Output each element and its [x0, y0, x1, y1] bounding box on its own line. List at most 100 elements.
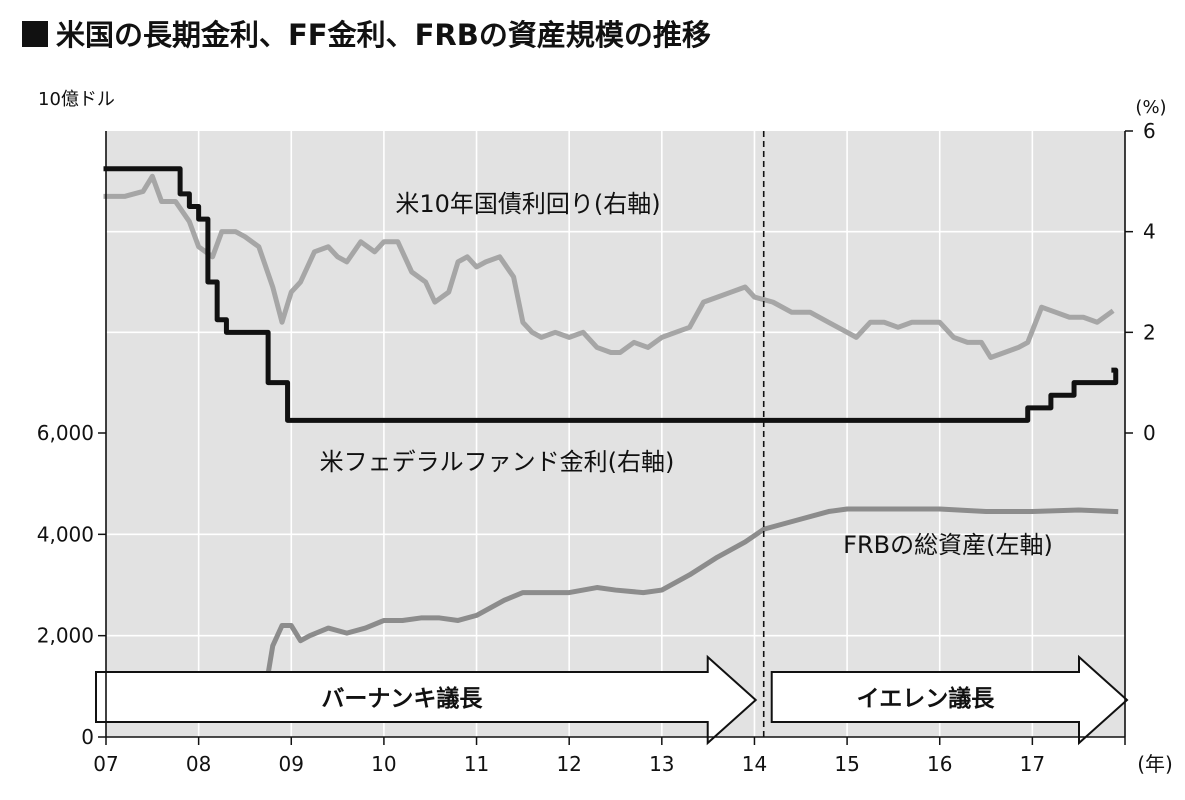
series-point [730, 291, 732, 293]
series-point [615, 589, 616, 591]
series-point [716, 556, 718, 558]
series-point [457, 619, 459, 621]
x-tick-label: 08 [186, 752, 211, 776]
series-point [198, 218, 200, 220]
series-point [476, 614, 478, 616]
series-point [434, 301, 436, 303]
series-point [513, 276, 515, 278]
series-point [568, 592, 570, 594]
series-point [1027, 341, 1029, 343]
series-point [828, 511, 830, 513]
series-point [466, 256, 468, 258]
x-tick-label: 13 [649, 752, 674, 776]
series-point [425, 281, 427, 283]
series-point [300, 281, 302, 283]
series-point [753, 296, 755, 298]
series-point [151, 175, 153, 177]
series-point [174, 200, 176, 202]
series-point [953, 336, 955, 338]
period-arrows: バーナンキ議長 イエレン議長 [95, 654, 1129, 746]
series-label: 米10年国債利回り(右軸) [395, 190, 660, 218]
series-point [716, 296, 718, 298]
series-point [207, 281, 209, 283]
series-point [1078, 509, 1080, 511]
series-point [596, 587, 598, 589]
series-point [800, 518, 802, 520]
x-tick-label: 12 [556, 752, 581, 776]
series-point [287, 419, 289, 421]
series-point [401, 619, 403, 621]
series-point [313, 251, 315, 253]
series-label: FRBの総資産(左軸) [843, 531, 1053, 559]
series-point [846, 508, 848, 510]
series-point [327, 246, 329, 248]
series-point [1050, 394, 1052, 396]
series-point [675, 331, 677, 333]
series-point [258, 246, 260, 248]
series-point [911, 321, 913, 323]
series-point [554, 331, 556, 333]
series-point [522, 592, 524, 594]
series-point [499, 256, 501, 258]
chart-title: 米国の長期金利、FF金利、FRBの資産規模の推移 [22, 12, 711, 54]
series-point [225, 331, 227, 333]
series-point [309, 635, 311, 637]
series-point [689, 326, 691, 328]
series-point [703, 301, 705, 303]
x-tick-label: 16 [927, 752, 952, 776]
series-point [925, 321, 927, 323]
series-point [188, 206, 190, 207]
series-point [272, 286, 274, 288]
series-point [383, 241, 385, 243]
series-point [476, 266, 478, 268]
series-layer [103, 166, 1119, 695]
series-point [198, 246, 200, 248]
series-point [360, 241, 362, 243]
period-label: バーナンキ議長 [321, 685, 483, 712]
series-point [661, 589, 663, 591]
series-point [791, 311, 793, 313]
series-point [596, 346, 598, 348]
series-point [1115, 369, 1117, 371]
right-tick-label: 2 [1143, 320, 1156, 344]
left-axis-unit: 10億ドル [38, 89, 115, 110]
period-arrow [770, 654, 1129, 746]
series-point [980, 341, 982, 343]
series-point [846, 331, 848, 333]
series-point [809, 311, 811, 313]
series-point [967, 341, 969, 343]
series-point [540, 336, 542, 338]
series-point [142, 190, 144, 192]
series-point [188, 221, 190, 223]
axis-labels: 07 08 09 10 11 12 13 14 15 16 17 (年) 0 2 4 6(%) 0 2,000 4,… [37, 89, 1173, 776]
series-point [438, 617, 440, 619]
series-point [212, 256, 214, 258]
left-tick-label: 2,000 [37, 624, 94, 648]
series-point [939, 321, 941, 323]
series-point [267, 382, 269, 384]
series-point [281, 625, 283, 627]
series-point [633, 341, 635, 343]
series-label: 米フェデラルファンド金利(右軸) [320, 448, 675, 476]
series-point [619, 351, 621, 353]
series-point [935, 419, 937, 421]
period-label: イエレン議長 [856, 685, 995, 712]
series-point [244, 236, 246, 238]
x-tick-label: 17 [1020, 752, 1045, 776]
series-point [170, 168, 172, 170]
series-point [383, 619, 385, 621]
series-point [531, 331, 533, 333]
title-text: 米国の長期金利、FF金利、FRBの資産規模の推移 [56, 18, 711, 52]
series-point [763, 528, 765, 530]
series-point [124, 195, 126, 197]
series-point [337, 256, 339, 258]
series-point [235, 231, 237, 233]
series-annotations: 米10年国債利回り(右軸) 米フェデラルファンド金利(右軸) FRBの総資産(左軸) [320, 190, 1053, 559]
series-point [216, 319, 218, 321]
left-tick-label: 6,000 [37, 421, 94, 445]
series-point [327, 627, 329, 629]
series-point [290, 291, 292, 293]
series-point [411, 271, 413, 273]
x-tick-label: 09 [279, 752, 304, 776]
series-point [281, 321, 283, 323]
